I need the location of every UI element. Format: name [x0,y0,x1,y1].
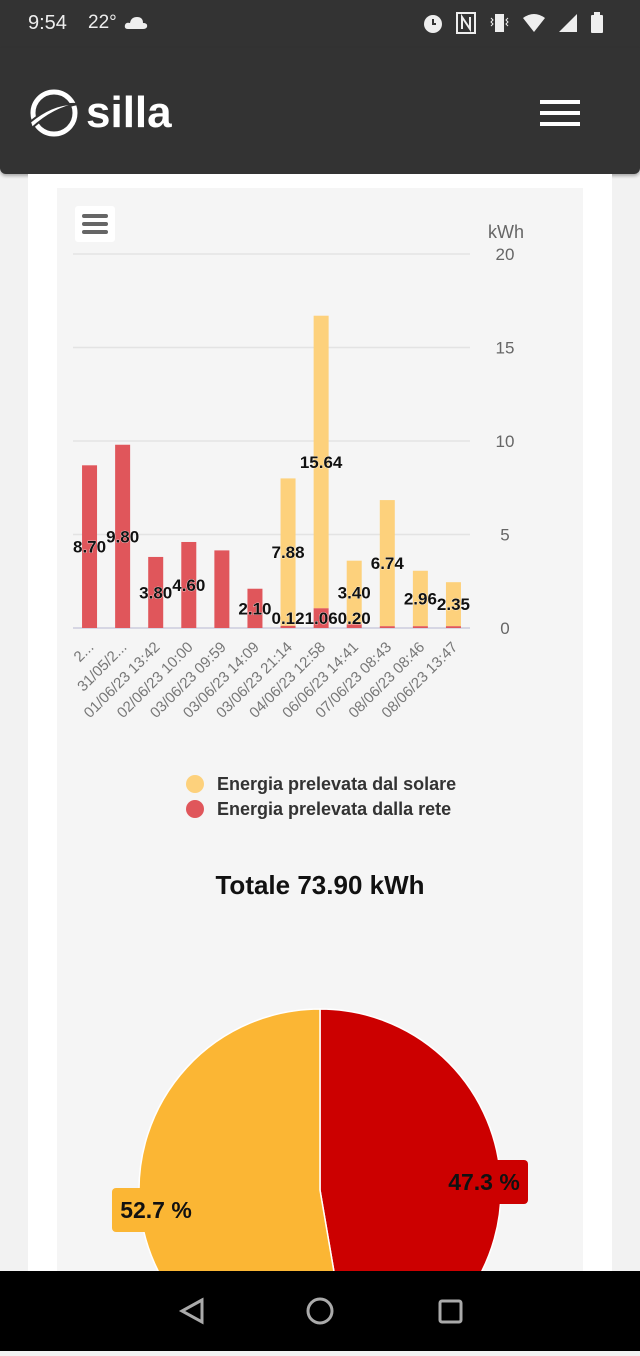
y-tick-label: 20 [496,245,515,264]
bar-grid [82,465,98,628]
bar-grid [115,444,131,628]
brand-name: silla [86,88,172,137]
bar-solar [445,582,461,627]
recents-icon[interactable] [438,1299,463,1324]
bar-grid [379,626,395,628]
y-tick-label: 15 [496,339,515,358]
data-label: 2.10 [238,599,271,618]
android-nav-bar [0,1271,640,1351]
data-label: 4.60 [172,576,205,595]
legend-item: Energia prelevata dalla rete [217,799,451,819]
y-axis-unit: kWh [488,222,524,242]
battery-icon [591,12,603,33]
alarm-icon [424,15,442,33]
signal-icon [559,14,577,32]
brand-logo[interactable]: silla [28,88,172,138]
home-icon[interactable] [306,1297,334,1325]
legend-marker [186,775,204,793]
temperature: 22° [88,12,117,33]
x-tick-label: 2... [71,639,98,666]
data-label: 3.40 [338,583,371,602]
pie-label-box [440,1160,528,1204]
bar-chart: 05101520kWh8.702...9.8031/05/2...3.8001/… [71,222,524,819]
bar-grid [445,626,461,628]
data-label: 3.80 [139,583,172,602]
status-bar: 9:54 22° [0,0,640,48]
data-label: 7.88 [271,543,304,562]
hamburger-menu-button[interactable] [540,100,580,126]
cloud-icon [124,17,148,29]
data-label: 8.70 [73,538,106,557]
bar-solar [280,478,296,626]
legend-item: Energia prelevata dal solare [217,774,456,794]
y-tick-label: 5 [500,526,509,545]
data-label: 2.35 [437,595,470,614]
bar-grid [313,608,329,628]
pie-title: Totale 73.90 kWh [215,870,424,900]
back-icon[interactable] [178,1297,204,1325]
pie-label-box [112,1188,200,1232]
chart-export-menu-button[interactable] [75,206,115,242]
bar-solar [313,315,329,609]
vibrate-icon [490,14,509,32]
legend-marker [186,800,204,818]
nfc-icon [456,12,476,34]
bar-solar [379,500,395,627]
pie-chart: 52.7 % 47.3 % [112,1008,528,1271]
data-label: 9.80 [106,527,139,546]
bar-grid [181,541,197,628]
bar-grid [346,624,362,628]
bar-grid [247,588,263,628]
app-header: silla [0,48,640,174]
bar-grid [412,626,428,628]
pie-data-label: 47.3 % [448,1169,520,1195]
pie-slice-grid [319,1008,502,1271]
data-label: 6.74 [371,554,405,573]
pie-data-label: 52.7 % [120,1197,192,1223]
y-tick-label: 0 [500,619,509,638]
bar-grid [214,550,230,628]
silla-logo-icon [28,89,79,137]
bar-solar [412,570,428,627]
y-tick-label: 10 [496,432,515,451]
data-label: 15.64 [300,453,343,472]
bar-solar [346,560,362,625]
bar-grid [148,556,164,628]
data-label: 1.06 [305,609,338,628]
data-label: 2.96 [404,589,437,608]
data-label: 0.20 [338,609,371,628]
data-label: 0.12 [271,609,304,628]
charts-svg: 05101520kWh8.702...9.8031/05/2...3.8001/… [71,222,528,1271]
clock: 9:54 [28,12,67,34]
wifi-icon [523,14,545,32]
bar-grid [280,625,296,628]
